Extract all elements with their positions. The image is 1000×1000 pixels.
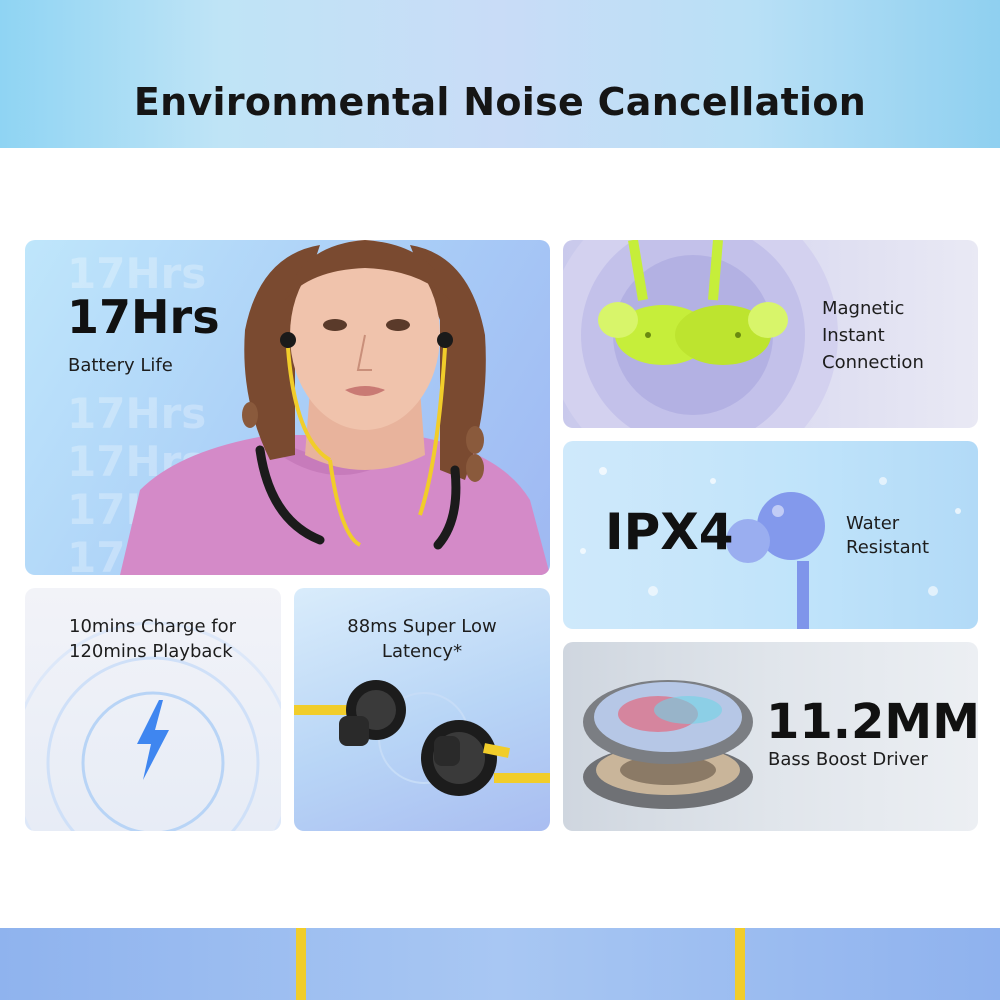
latency-line1: 88ms Super Low <box>347 616 497 637</box>
charging-rings-graphic <box>25 621 281 831</box>
water-line2: Resistant <box>846 537 930 558</box>
fast-charge-card: 10mins Charge for 120mins Playback <box>25 588 281 831</box>
driver-size: 11.2MM <box>766 694 978 750</box>
magnetic-line2: Instant <box>822 325 885 346</box>
model-wearing-earphones-image <box>120 240 550 575</box>
water-resistant-card: IPX4 Water Resistant <box>563 441 978 629</box>
water-line1: Water <box>846 513 900 534</box>
water-droplets-image <box>580 467 961 629</box>
magnetic-line1: Magnetic <box>822 298 905 319</box>
page-title: Environmental Noise Cancellation <box>133 80 867 124</box>
yellow-wire <box>296 928 306 1000</box>
lime-earbuds-image <box>563 240 838 428</box>
driver-unit-image <box>583 680 753 809</box>
magnetic-connection-card: Magnetic Instant Connection <box>563 240 978 428</box>
battery-headline: 17Hrs <box>67 290 220 344</box>
ipx-rating: IPX4 <box>605 503 734 561</box>
battery-life-card: 17Hrs 17Hrs 17Hrs 17Hrs 17Hrs 17Hrs <box>25 240 550 575</box>
ghost-text: 17Hrs <box>67 249 207 298</box>
driver-caption: Bass Boost Driver <box>768 749 928 770</box>
lightning-bolt-icon <box>137 700 169 780</box>
ghost-text: 17Hrs <box>67 389 207 438</box>
latency-line2: Latency* <box>381 641 463 662</box>
yellow-wire <box>735 928 745 1000</box>
charge-line1: 10mins Charge for <box>69 616 237 637</box>
battery-caption: Battery Life <box>68 355 173 376</box>
low-latency-card: 88ms Super Low Latency* <box>294 588 550 831</box>
bass-driver-card: 11.2MM Bass Boost Driver <box>563 642 978 831</box>
bottom-strip <box>0 928 1000 1000</box>
magnetic-line3: Connection <box>822 352 924 373</box>
charge-line2: 120mins Playback <box>69 641 233 662</box>
top-banner <box>0 0 1000 148</box>
black-earbuds-image <box>294 680 550 796</box>
